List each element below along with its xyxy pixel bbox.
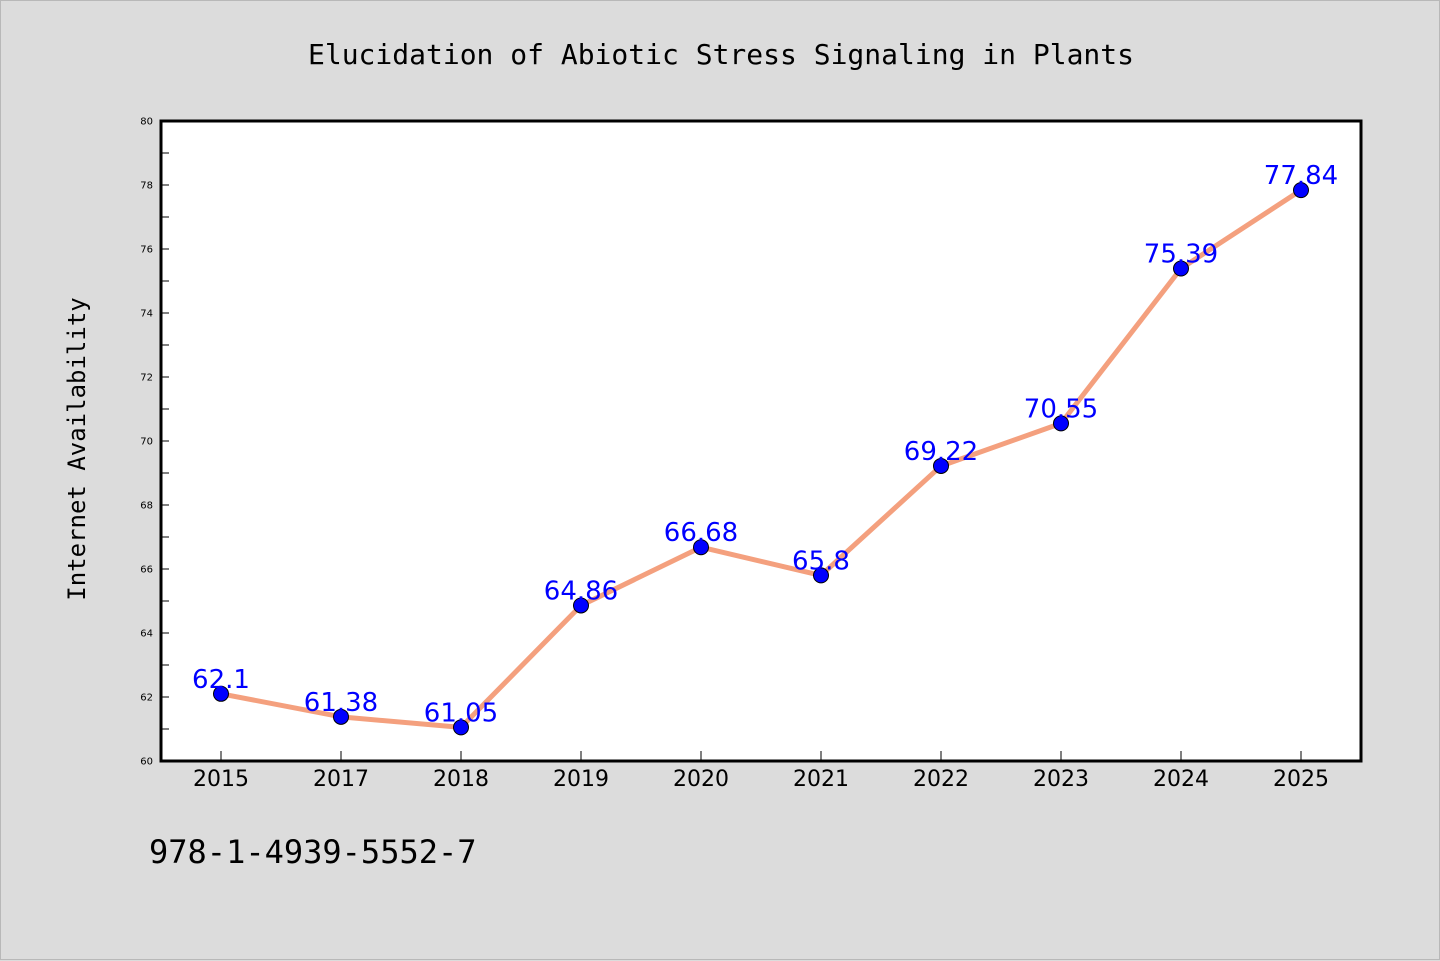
- x-tick-label: 2019: [553, 767, 609, 792]
- x-tick-label: 2023: [1033, 767, 1089, 792]
- x-tick-label: 2021: [793, 767, 849, 792]
- series-line: [218, 187, 1304, 730]
- y-tick-label: 68: [140, 501, 153, 512]
- y-tick-label: 78: [140, 181, 153, 192]
- data-label: 75.39: [1144, 240, 1218, 270]
- series-group: 62.1 61.38 61.05 64.86 66.68 65.8 69.22 70.55 75…: [192, 161, 1338, 736]
- data-point-marker: [573, 597, 589, 614]
- y-tick-label: 72: [140, 373, 153, 384]
- chart-title: Elucidation of Abiotic Stress Signaling …: [308, 38, 1134, 71]
- y-tick-label: 60: [140, 757, 153, 768]
- data-point-marker: [213, 685, 229, 702]
- data-point-marker: [453, 719, 469, 736]
- x-tick-label: 2024: [1153, 767, 1209, 792]
- data-label: 66.68: [664, 518, 738, 548]
- data-label: 64.86: [544, 576, 618, 606]
- data-point-marker: [1053, 415, 1069, 432]
- y-tick-label: 64: [140, 629, 153, 640]
- data-point-marker: [933, 457, 949, 474]
- y-tick-label: 80: [140, 117, 153, 128]
- data-label: 61.05: [424, 698, 498, 728]
- data-point-marker: [1173, 260, 1189, 277]
- x-tick-label: 2020: [673, 767, 729, 792]
- y-tick-label: 74: [140, 309, 153, 320]
- data-label: 61.38: [304, 688, 378, 718]
- x-tick-label: 2015: [193, 767, 249, 792]
- y-axis: 60 62 64 66 68 70 72 74 76 78 80: [140, 117, 169, 768]
- y-tick-label: 76: [140, 245, 153, 256]
- data-label: 77.84: [1264, 161, 1338, 191]
- data-label: 62.1: [192, 665, 250, 695]
- x-axis: 2015 2017 2018 2019 2020 2021 2022 2023 2024 2025: [193, 751, 1329, 792]
- x-tick-label: 2022: [913, 767, 969, 792]
- data-point-marker: [693, 539, 709, 556]
- plot-area: [159, 119, 1363, 763]
- footnote: 978-1-4939-5552-7: [149, 833, 477, 871]
- x-tick-label: 2017: [313, 767, 369, 792]
- y-tick-label: 66: [140, 565, 153, 576]
- data-point-marker: [333, 708, 349, 725]
- x-tick-label: 2025: [1273, 767, 1329, 792]
- y-tick-label: 62: [140, 693, 153, 704]
- data-point-marker: [1293, 182, 1309, 199]
- data-label: 70.55: [1024, 394, 1098, 424]
- data-label: 69.22: [904, 437, 978, 467]
- y-tick-label: 70: [140, 437, 153, 448]
- data-point-marker: [813, 567, 829, 584]
- data-label: 65.8: [792, 546, 850, 576]
- x-tick-label: 2018: [433, 767, 489, 792]
- y-axis-label: Internet Availability: [63, 297, 91, 600]
